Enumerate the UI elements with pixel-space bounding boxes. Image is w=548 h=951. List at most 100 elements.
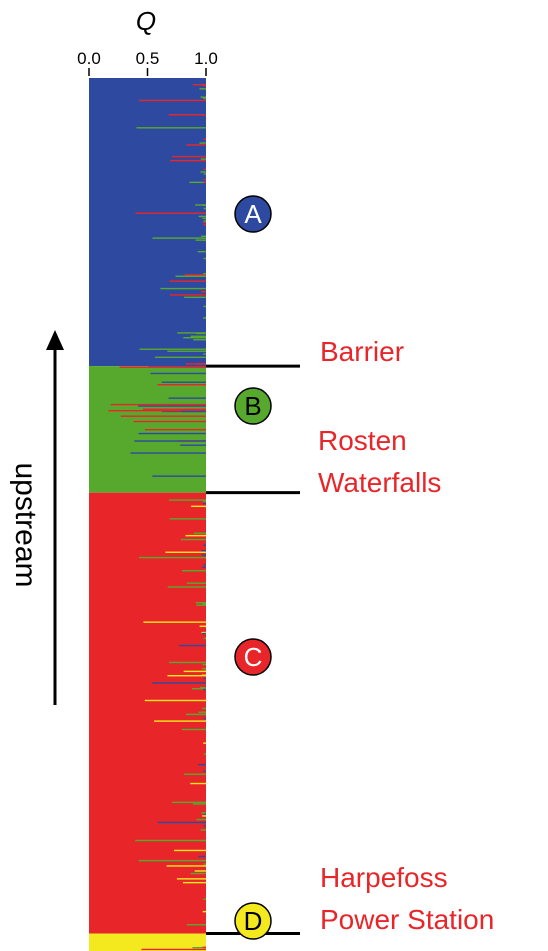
admixture-sliver	[167, 350, 206, 352]
admixture-sliver	[203, 637, 206, 640]
admixture-sliver	[150, 372, 206, 375]
cluster-badge-d: D	[234, 902, 272, 940]
admixture-sliver	[172, 155, 206, 158]
cluster-label-d: D	[244, 906, 263, 936]
admixture-sliver	[144, 699, 206, 702]
admixture-sliver	[184, 296, 206, 299]
upstream-arrow	[46, 330, 64, 705]
annotation-power-station: Power Station	[320, 904, 494, 935]
admixture-sliver	[139, 556, 206, 559]
admixture-sliver	[108, 409, 206, 412]
admixture-sliver	[186, 924, 206, 926]
admixture-sliver	[181, 410, 206, 413]
admixture-sliver	[182, 881, 206, 884]
admixture-sliver	[203, 825, 206, 827]
annotation-barrier: Barrier	[320, 336, 404, 367]
admixture-sliver	[190, 782, 206, 785]
axis-title: Q	[136, 6, 156, 36]
admixture-sliver	[135, 212, 206, 214]
admixture-sliver	[201, 632, 206, 635]
admixture-sliver	[130, 452, 206, 454]
admixture-sliver	[196, 604, 206, 606]
admixture-sliver	[198, 711, 206, 713]
annotation-rosten: Rosten	[318, 425, 407, 456]
admixture-sliver	[203, 97, 206, 100]
admixture-sliver	[183, 773, 206, 775]
admixture-sliver	[144, 428, 206, 431]
admixture-sliver	[203, 223, 206, 226]
admixture-sliver	[168, 661, 206, 664]
admixture-sliver	[167, 586, 206, 588]
admixture-sliver	[200, 171, 206, 173]
admixture-sliver	[138, 405, 206, 407]
admixture-sliver	[200, 829, 206, 831]
admixture-sliver	[165, 551, 206, 553]
admixture-sliver	[141, 948, 206, 951]
admixture-sliver	[152, 237, 206, 239]
admixture-sliver	[177, 332, 206, 334]
admixture-sliver	[185, 713, 206, 716]
admixture-sliver	[142, 408, 206, 410]
admixture-sliver	[194, 870, 206, 872]
admixture-sliver	[196, 818, 206, 821]
admixture-sliver	[201, 631, 206, 634]
x-ticks: 0.0 0.5 1.0	[77, 49, 218, 76]
admixture-sliver	[193, 532, 206, 534]
admixture-sliver	[202, 815, 206, 817]
admixture-sliver	[119, 366, 206, 368]
admixture-sliver	[157, 821, 206, 824]
admixture-sliver	[152, 475, 206, 477]
admixture-sliver	[189, 181, 206, 184]
admixture-sliver	[170, 159, 206, 162]
admixture-sliver	[202, 667, 206, 670]
admixture-sliver	[120, 415, 206, 417]
admixture-sliver	[202, 663, 206, 666]
admixture-sliver	[203, 742, 206, 744]
admixture-sliver	[199, 625, 206, 627]
admixture-sliver	[201, 812, 206, 814]
admixture-sliver	[201, 291, 206, 293]
admixture-sliver	[192, 84, 206, 86]
admixture-sliver	[192, 803, 206, 805]
admixture-sliver	[202, 603, 206, 605]
admixture-sliver	[198, 855, 206, 858]
admixture-sliver	[202, 217, 206, 220]
admixture-sliver	[185, 363, 206, 365]
tick-label-1: 1.0	[194, 49, 218, 68]
admixture-sliver	[176, 878, 206, 880]
admixture-sliver	[192, 688, 206, 690]
admixture-sliver	[180, 538, 206, 541]
admixture-sliver	[198, 215, 206, 218]
admixture-sliver	[199, 88, 206, 90]
admixture-sliver	[203, 85, 206, 87]
admixture-sliver	[169, 518, 206, 520]
admixture-sliver	[203, 563, 206, 566]
admixture-sliver	[203, 353, 206, 355]
cluster-block-c	[89, 492, 206, 934]
arrow-head-icon	[46, 330, 64, 350]
admixture-sliver	[195, 601, 206, 604]
admixture-sliver	[203, 207, 206, 210]
admixture-sliver	[203, 178, 206, 181]
admixture-sliver	[166, 865, 206, 867]
admixture-sliver	[168, 499, 206, 501]
admixture-sliver	[157, 384, 206, 386]
admixture-sliver	[133, 420, 206, 423]
admixture-sliver	[198, 763, 206, 766]
admixture-sliver	[161, 381, 206, 383]
admixture-sliver	[203, 317, 206, 319]
admixture-sliver	[202, 707, 206, 710]
cluster-block-d	[89, 933, 206, 951]
admixture-sliver	[203, 305, 206, 308]
admixture-sliver	[203, 500, 206, 503]
admixture-sliver	[185, 534, 206, 537]
admixture-sliver	[172, 801, 206, 804]
admixture-sliver	[203, 544, 206, 546]
admixture-sliver	[201, 549, 206, 552]
admixture-sliver	[203, 273, 206, 275]
admixture-sliver	[134, 440, 206, 442]
admixture-sliver	[136, 127, 206, 129]
admixture-sliver	[203, 717, 206, 720]
cluster-label-a: A	[244, 199, 262, 229]
admixture-sliver	[202, 221, 206, 224]
